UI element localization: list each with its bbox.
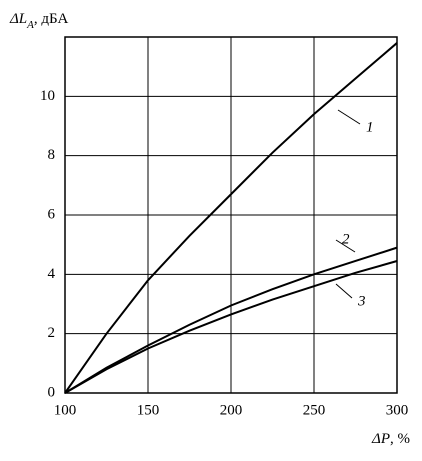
y-label-symbol: ΔL [9,11,27,27]
y-tick-label: 8 [48,147,56,163]
y-tick-label: 2 [48,325,56,341]
x-label-unit: , % [390,431,410,447]
curve [64,42,398,394]
leader-line [335,283,353,299]
y-tick-label: 0 [48,384,56,400]
curve-label: 3 [357,293,366,309]
y-tick-label: 6 [48,206,56,222]
y-axis-label: ΔLA, дБА [9,11,68,30]
y-label-subscript: A [26,19,34,31]
curve [64,260,398,394]
x-axis-label: ΔP, % [371,431,410,447]
y-label-unit: , дБА [34,11,69,27]
x-tick-label: 100 [54,402,77,418]
x-label-symbol: ΔP [371,431,390,447]
plot-frame [64,36,398,394]
y-tick-label: 4 [48,266,56,282]
x-tick-label: 150 [137,402,160,418]
y-tick-label: 10 [40,88,55,104]
x-tick-label: 300 [386,402,409,418]
leader-line [337,109,361,125]
x-tick-label: 250 [303,402,326,418]
x-tick-label: 200 [220,402,243,418]
curve [64,246,398,394]
leader-line [335,239,356,253]
curve-label: 1 [366,119,374,135]
curve-label: 2 [342,231,350,247]
